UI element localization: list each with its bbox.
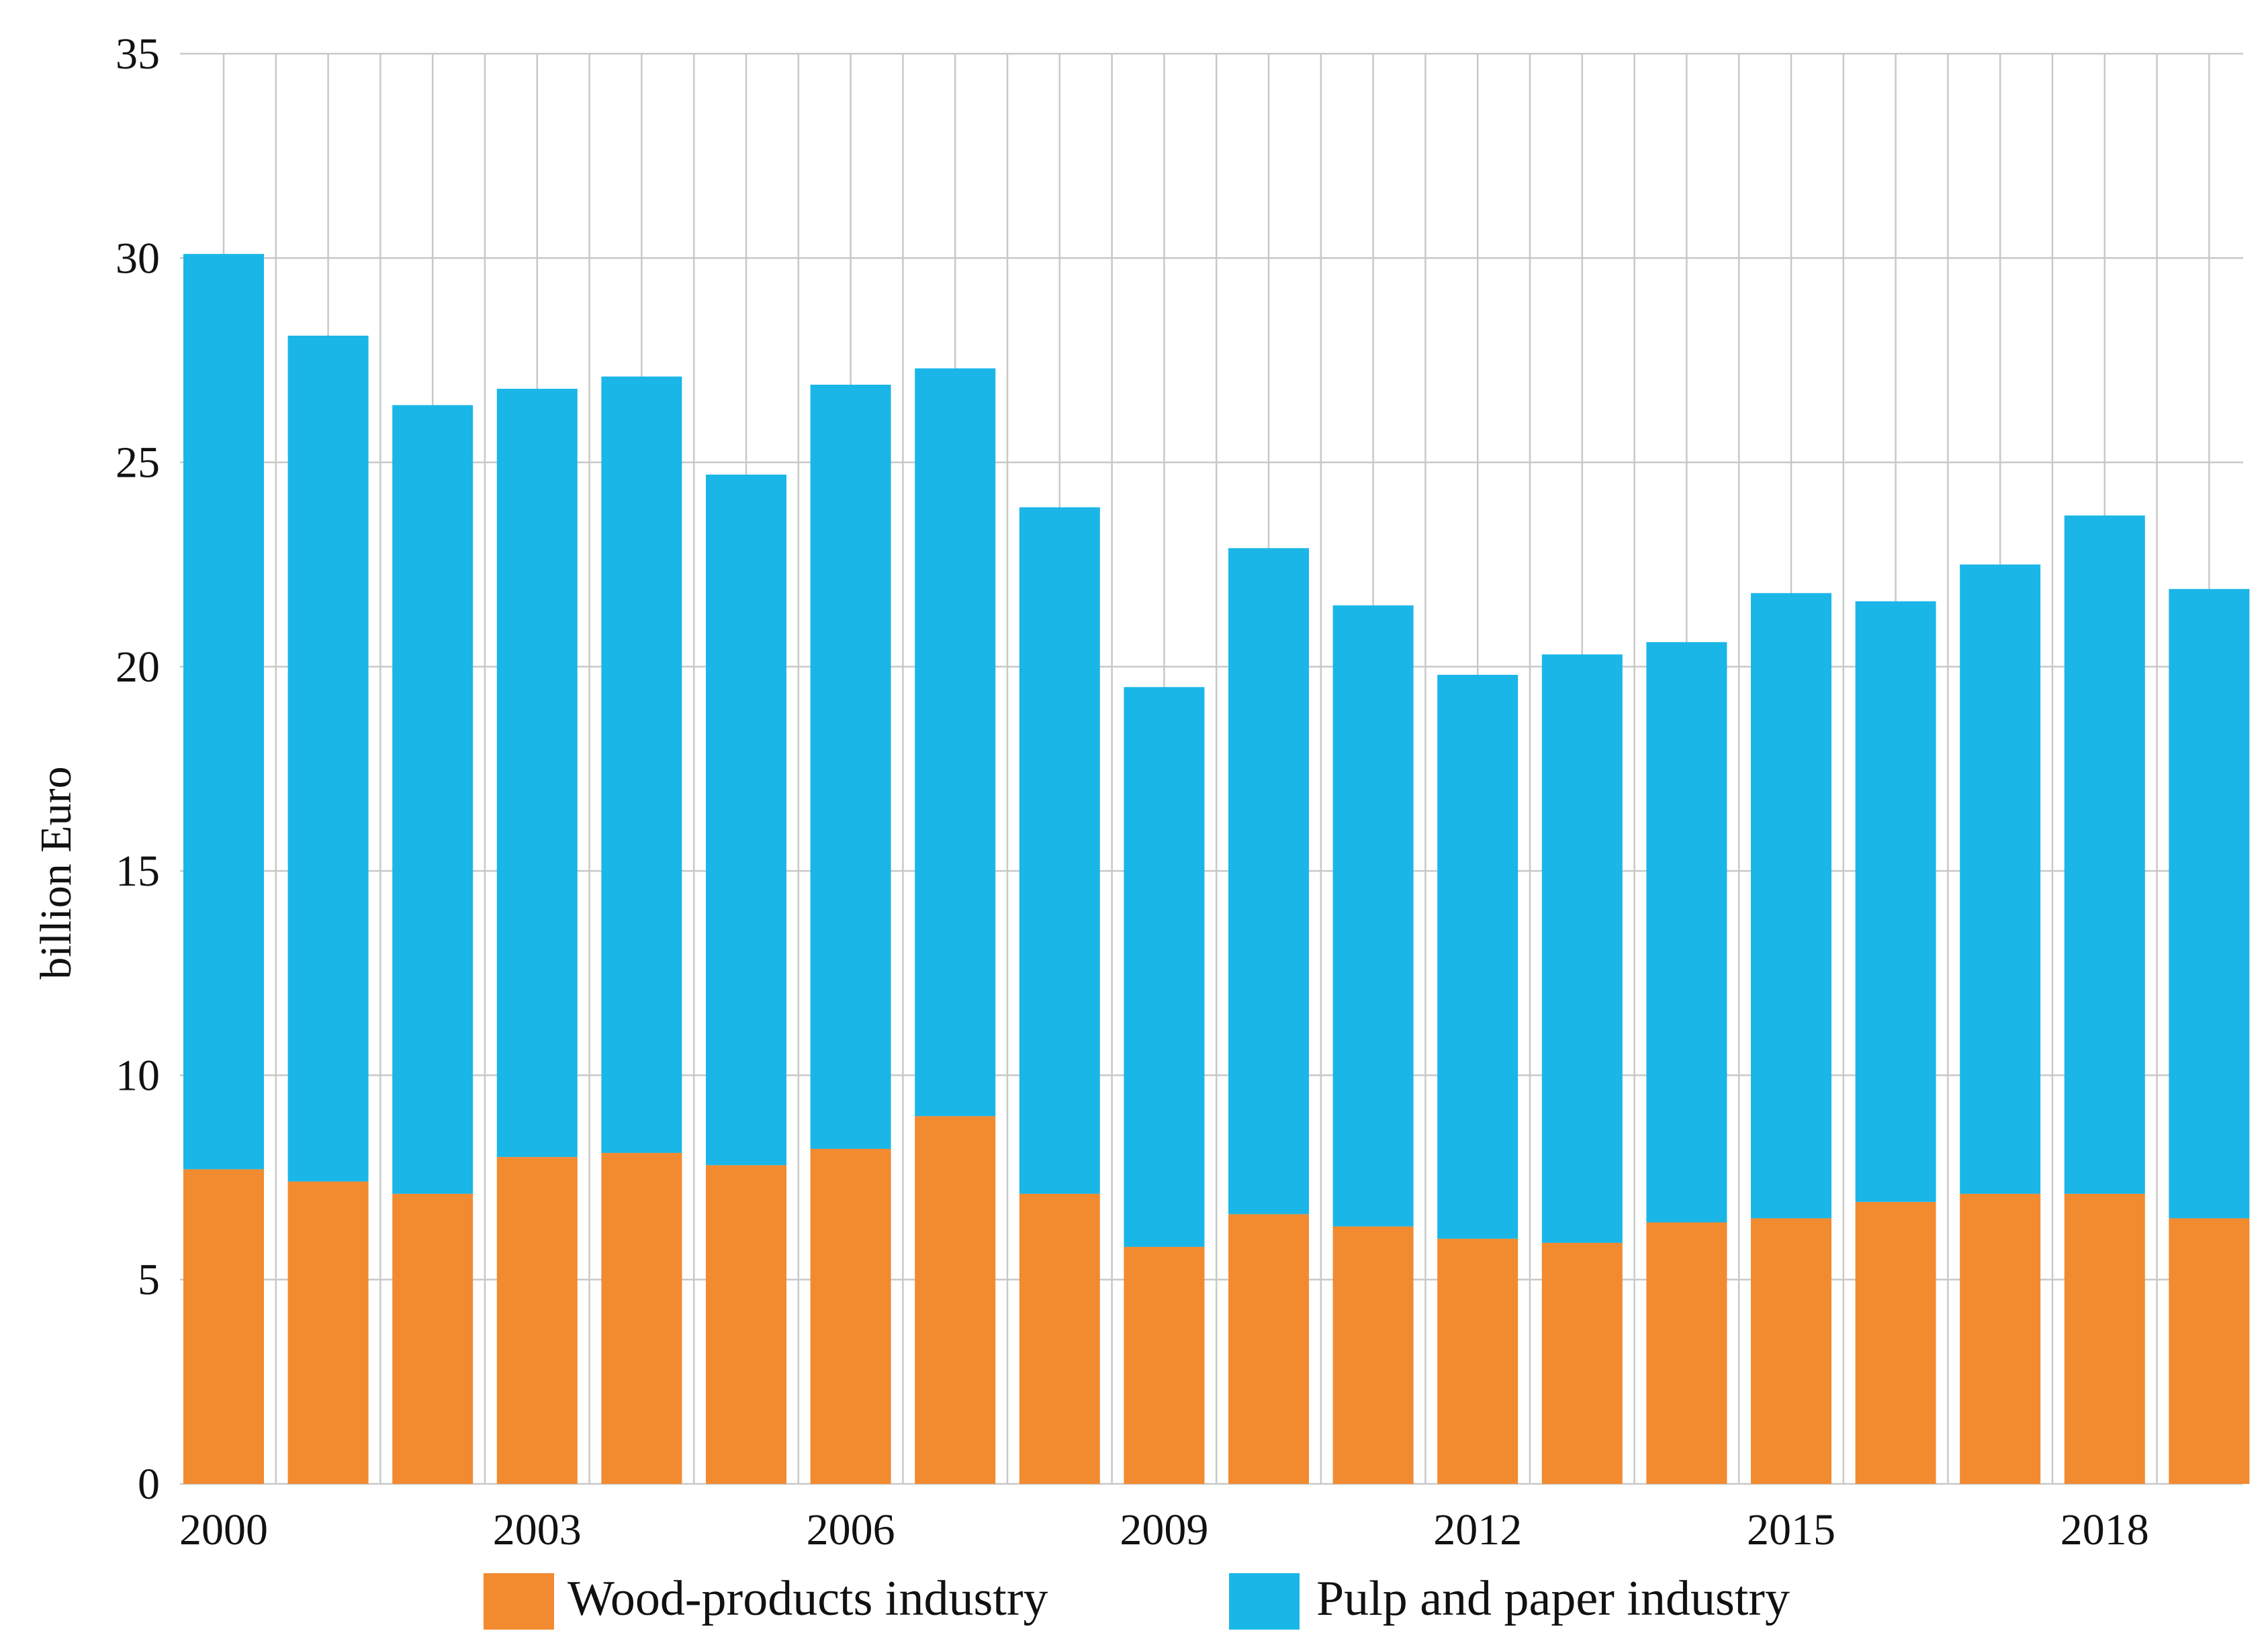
bar-pulp-and-paper-industry-2018 (2064, 515, 2145, 1194)
bar-wood-products-industry-2000 (183, 1169, 264, 1484)
bars (183, 254, 2250, 1484)
x-tick-label: 2003 (493, 1505, 582, 1554)
y-tick-label: 25 (116, 438, 160, 487)
y-tick-label: 20 (116, 643, 160, 692)
bar-wood-products-industry-2006 (810, 1148, 891, 1484)
bar-wood-products-industry-2003 (496, 1157, 578, 1484)
legend-swatch-pulp-and-paper (1229, 1573, 1300, 1630)
x-tick-label: 2006 (807, 1505, 895, 1554)
bar-pulp-and-paper-industry-2003 (496, 389, 578, 1158)
x-axis-ticks: 2000 2003 2006 2009 2012 2015 2018 (179, 1505, 2149, 1554)
legend-swatch-wood-products (484, 1573, 554, 1630)
y-tick-label: 15 (116, 847, 160, 896)
bar-pulp-and-paper-industry-2001 (287, 335, 369, 1182)
bar-pulp-and-paper-industry-2009 (1124, 687, 1205, 1248)
bar-pulp-and-paper-industry-2007 (915, 368, 996, 1117)
bar-wood-products-industry-2005 (706, 1165, 786, 1484)
bar-wood-products-industry-2002 (392, 1193, 473, 1484)
x-tick-label: 2018 (2060, 1505, 2149, 1554)
x-tick-label: 2012 (1433, 1505, 1522, 1554)
bar-pulp-and-paper-industry-2015 (1751, 593, 1831, 1219)
bar-pulp-and-paper-industry-2017 (1960, 564, 2041, 1194)
y-axis-title: billion Euro (32, 766, 81, 979)
bar-wood-products-industry-2010 (1228, 1214, 1309, 1484)
bar-pulp-and-paper-industry-2010 (1228, 548, 1309, 1215)
x-tick-label: 2009 (1120, 1505, 1208, 1554)
legend: Wood-products industry Pulp and paper in… (484, 1571, 1790, 1630)
bar-pulp-and-paper-industry-2014 (1646, 642, 1727, 1223)
bar-pulp-and-paper-industry-2006 (810, 384, 891, 1149)
y-axis-ticks: 0 5 10 15 20 25 30 35 (116, 30, 160, 1509)
bar-pulp-and-paper-industry-2012 (1437, 675, 1518, 1239)
y-tick-label: 10 (116, 1051, 160, 1100)
bar-pulp-and-paper-industry-2008 (1019, 507, 1100, 1194)
x-tick-label: 2015 (1747, 1505, 1835, 1554)
x-tick-label: 2000 (179, 1505, 268, 1554)
bar-wood-products-industry-2007 (915, 1116, 996, 1484)
y-tick-label: 0 (138, 1460, 160, 1509)
bar-wood-products-industry-2009 (1124, 1247, 1205, 1484)
bar-pulp-and-paper-industry-2013 (1541, 654, 1623, 1243)
bar-wood-products-industry-2008 (1019, 1193, 1100, 1484)
bar-wood-products-industry-2012 (1437, 1238, 1518, 1484)
bar-wood-products-industry-2015 (1751, 1218, 1831, 1484)
bar-wood-products-industry-2013 (1541, 1242, 1623, 1484)
bar-wood-products-industry-2018 (2064, 1193, 2145, 1484)
legend-label-pulp-and-paper: Pulp and paper industry (1316, 1571, 1790, 1626)
bar-wood-products-industry-2017 (1960, 1193, 2041, 1484)
bar-wood-products-industry-2019 (2169, 1218, 2250, 1484)
y-tick-label: 5 (138, 1256, 160, 1305)
bar-pulp-and-paper-industry-2016 (1855, 601, 1936, 1203)
bar-pulp-and-paper-industry-2005 (706, 474, 786, 1166)
bar-wood-products-industry-2011 (1332, 1226, 1414, 1484)
bar-wood-products-industry-2004 (601, 1153, 682, 1484)
legend-label-wood-products: Wood-products industry (568, 1571, 1048, 1626)
bar-wood-products-industry-2014 (1646, 1222, 1727, 1484)
bar-pulp-and-paper-industry-2011 (1332, 605, 1414, 1227)
bar-wood-products-industry-2001 (287, 1181, 369, 1484)
y-tick-label: 30 (116, 234, 160, 283)
bar-pulp-and-paper-industry-2002 (392, 405, 473, 1194)
bar-pulp-and-paper-industry-2019 (2169, 589, 2250, 1219)
bar-pulp-and-paper-industry-2004 (601, 376, 682, 1154)
y-tick-label: 35 (116, 30, 160, 79)
bar-wood-products-industry-2016 (1855, 1202, 1936, 1484)
bar-pulp-and-paper-industry-2000 (183, 254, 264, 1170)
